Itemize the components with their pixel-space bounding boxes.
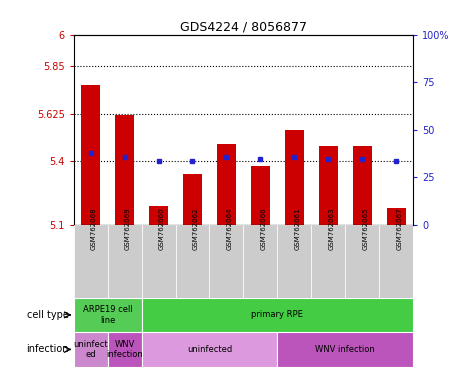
Bar bbox=[74, 332, 107, 367]
Text: GSM762061: GSM762061 bbox=[294, 207, 300, 250]
Bar bbox=[107, 225, 142, 298]
Title: GDS4224 / 8056877: GDS4224 / 8056877 bbox=[180, 20, 307, 33]
Text: GSM762066: GSM762066 bbox=[260, 207, 266, 250]
Bar bbox=[176, 225, 209, 298]
Bar bbox=[379, 225, 413, 298]
Bar bbox=[345, 225, 379, 298]
Bar bbox=[353, 147, 371, 225]
Bar bbox=[285, 130, 304, 225]
Bar bbox=[277, 332, 413, 367]
Text: infection: infection bbox=[27, 344, 69, 354]
Bar bbox=[142, 225, 176, 298]
Text: WNV
infection: WNV infection bbox=[106, 340, 143, 359]
Bar bbox=[387, 208, 406, 225]
Text: GSM762064: GSM762064 bbox=[227, 207, 232, 250]
Bar bbox=[74, 225, 107, 298]
Text: WNV infection: WNV infection bbox=[315, 345, 375, 354]
Bar bbox=[243, 225, 277, 298]
Text: uninfected: uninfected bbox=[187, 345, 232, 354]
Bar bbox=[319, 147, 338, 225]
Text: GSM762069: GSM762069 bbox=[124, 207, 131, 250]
Bar bbox=[74, 298, 142, 332]
Bar bbox=[142, 298, 413, 332]
Text: GSM762065: GSM762065 bbox=[362, 207, 368, 250]
Text: GSM762062: GSM762062 bbox=[192, 207, 199, 250]
Bar bbox=[107, 332, 142, 367]
Text: uninfect
ed: uninfect ed bbox=[73, 340, 108, 359]
Bar bbox=[277, 225, 311, 298]
Bar bbox=[251, 166, 270, 225]
Text: GSM762060: GSM762060 bbox=[159, 207, 164, 250]
Bar bbox=[142, 332, 277, 367]
Bar bbox=[209, 225, 243, 298]
Text: GSM762068: GSM762068 bbox=[91, 207, 96, 250]
Bar bbox=[183, 174, 202, 225]
Bar bbox=[149, 205, 168, 225]
Text: cell type: cell type bbox=[27, 310, 69, 320]
Bar bbox=[115, 115, 134, 225]
Text: GSM762067: GSM762067 bbox=[396, 207, 402, 250]
Text: GSM762063: GSM762063 bbox=[328, 207, 334, 250]
Text: ARPE19 cell
line: ARPE19 cell line bbox=[83, 305, 133, 324]
Bar bbox=[312, 225, 345, 298]
Bar bbox=[217, 144, 236, 225]
Bar bbox=[81, 85, 100, 225]
Text: primary RPE: primary RPE bbox=[251, 310, 304, 319]
